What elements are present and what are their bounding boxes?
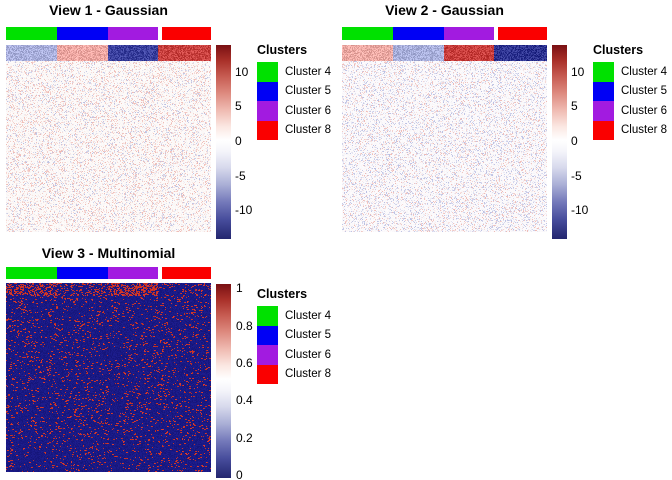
legend-title: Clusters — [593, 43, 644, 57]
cluster6-swatch — [257, 101, 278, 121]
cluster4-label: Cluster 4 — [621, 65, 668, 78]
view2-heatmap-body — [342, 45, 547, 232]
colorbar-tick-label: 1 — [236, 281, 243, 296]
colorbar-tick-label: 10 — [235, 64, 249, 79]
colorbar-tick-label: 0 — [236, 468, 243, 480]
view1-cluster4-segment — [6, 27, 57, 40]
cluster4-label: Cluster 4 — [285, 309, 332, 322]
view3-cluster5-segment — [57, 267, 108, 279]
legend-item: Cluster 6 — [257, 101, 331, 121]
cluster5-swatch — [257, 81, 278, 101]
view1-clusters-legend: Clusters Cluster 4 Cluster 5 Cluster 6 C… — [257, 43, 331, 140]
view2-segment-gap — [494, 27, 498, 40]
cluster8-swatch — [257, 364, 278, 384]
view2-cluster4-segment — [342, 27, 393, 40]
legend-item: Cluster 6 — [593, 101, 667, 121]
colorbar-tick-label: 0.8 — [236, 318, 253, 333]
view3-segment-gap — [158, 267, 162, 279]
view1-title: View 1 - Gaussian — [49, 2, 168, 18]
legend-title: Clusters — [257, 43, 308, 57]
view2-cluster-annotation-bar — [342, 27, 547, 40]
view1-colorbar-ticks: 10 5 0 -5 -10 — [235, 45, 271, 239]
legend-title: Clusters — [257, 287, 308, 301]
colorbar-tick-label: -10 — [571, 203, 589, 218]
legend-item: Cluster 5 — [593, 81, 668, 101]
view1-cluster6-segment — [108, 27, 158, 40]
legend-item: Cluster 5 — [257, 325, 332, 345]
legend-item: Cluster 8 — [257, 120, 332, 140]
cluster6-swatch — [257, 345, 278, 365]
view3-cluster-annotation-bar — [6, 267, 211, 279]
cluster6-label: Cluster 6 — [285, 348, 332, 361]
colorbar-tick-label: -5 — [571, 168, 582, 183]
colorbar-tick-label: 5 — [235, 99, 242, 114]
view1-colorbar — [216, 45, 231, 239]
cluster8-swatch — [257, 120, 278, 140]
cluster5-swatch — [257, 325, 278, 345]
cluster8-label: Cluster 8 — [285, 368, 332, 381]
cluster6-label: Cluster 6 — [285, 104, 332, 117]
legend-item: Cluster 8 — [593, 120, 668, 140]
cluster4-swatch — [257, 306, 278, 326]
view1-cluster-annotation-bar — [6, 27, 211, 40]
legend-item: Cluster 5 — [257, 81, 332, 101]
cluster4-label: Cluster 4 — [285, 65, 332, 78]
colorbar-tick-label: 0.2 — [236, 430, 253, 445]
cluster5-label: Cluster 5 — [285, 329, 332, 342]
colorbar-tick-label: 0.4 — [236, 393, 253, 408]
view3-cluster6-segment — [108, 267, 158, 279]
view2-title: View 2 - Gaussian — [385, 2, 504, 18]
cluster5-swatch — [593, 81, 614, 101]
view1-segment-gap — [158, 27, 162, 40]
view3-title: View 3 - Multinomial — [41, 245, 176, 261]
cluster4-swatch — [257, 62, 278, 82]
view2-cluster8-segment — [498, 27, 547, 40]
view1-cluster5-segment — [57, 27, 108, 40]
view3-cluster8-segment — [162, 267, 211, 279]
view2-colorbar-ticks: 10 5 0 -5 -10 — [571, 45, 607, 239]
cluster8-label: Cluster 8 — [621, 124, 668, 137]
view1-heatmap-body — [6, 45, 211, 232]
colorbar-tick-label: 0 — [571, 134, 578, 149]
view2-clusters-legend: Clusters Cluster 4 Cluster 5 Cluster 6 C… — [593, 43, 667, 140]
legend-item: Cluster 4 — [593, 62, 667, 82]
cluster8-label: Cluster 8 — [285, 124, 332, 137]
cluster5-label: Cluster 5 — [285, 85, 332, 98]
view2-colorbar — [552, 45, 567, 239]
colorbar-tick-label: 5 — [571, 99, 578, 114]
view3-heatmap-body — [6, 283, 211, 472]
legend-item: Cluster 4 — [257, 306, 331, 326]
view3-cluster4-segment — [6, 267, 57, 279]
colorbar-tick-label: 10 — [571, 64, 585, 79]
colorbar-tick-label: 0.6 — [236, 355, 253, 370]
colorbar-tick-label: 0 — [235, 134, 242, 149]
view3-colorbar-ticks: 1 0.8 0.6 0.4 0.2 0 — [236, 281, 272, 480]
legend-item: Cluster 8 — [257, 364, 332, 384]
colorbar-tick-label: -5 — [235, 168, 246, 183]
legend-item: Cluster 4 — [257, 62, 331, 82]
legend-item: Cluster 6 — [257, 345, 331, 365]
view1-cluster8-segment — [162, 27, 211, 40]
view2-cluster6-segment — [444, 27, 494, 40]
cluster8-swatch — [593, 120, 614, 140]
view3-colorbar — [216, 284, 231, 478]
cluster4-swatch — [593, 62, 614, 82]
view2-cluster5-segment — [393, 27, 444, 40]
cluster6-swatch — [593, 101, 614, 121]
view3-clusters-legend: Clusters Cluster 4 Cluster 5 Cluster 6 C… — [257, 287, 331, 384]
cluster5-label: Cluster 5 — [621, 85, 668, 98]
colorbar-tick-label: -10 — [235, 203, 253, 218]
cluster6-label: Cluster 6 — [621, 104, 668, 117]
